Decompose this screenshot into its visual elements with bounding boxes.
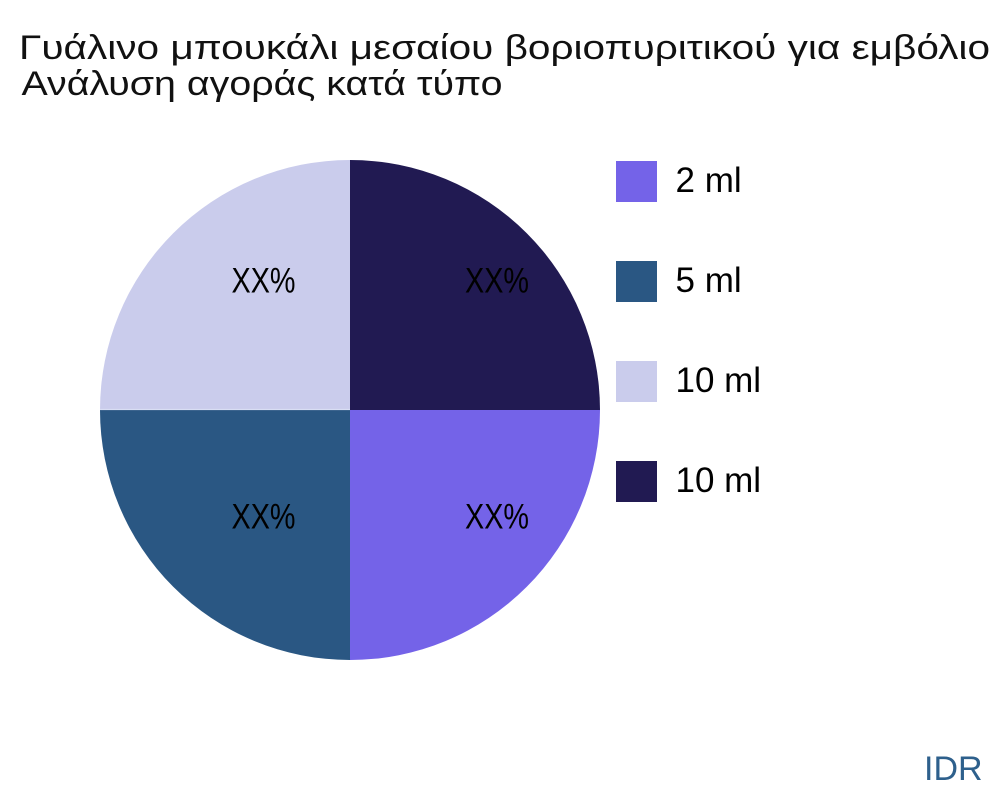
svg-text:IDR: IDR	[924, 750, 983, 788]
svg-text:XX%: XX%	[465, 262, 529, 301]
svg-text:10 ml: 10 ml	[676, 361, 762, 400]
svg-text:2 ml: 2 ml	[676, 161, 742, 200]
svg-text:XX%: XX%	[232, 262, 296, 301]
svg-text:Γυάλινο μπουκάλι μεσαίου βοριο: Γυάλινο μπουκάλι μεσαίου βοριοπυριτικού …	[19, 29, 990, 67]
svg-text:5 ml: 5 ml	[676, 261, 742, 300]
svg-text:XX%: XX%	[232, 498, 296, 537]
svg-text:Ανάλυση αγοράς κατά τύπο: Ανάλυση αγοράς κατά τύπο	[22, 65, 503, 103]
svg-text:XX%: XX%	[465, 498, 529, 537]
svg-text:10 ml: 10 ml	[676, 461, 762, 500]
